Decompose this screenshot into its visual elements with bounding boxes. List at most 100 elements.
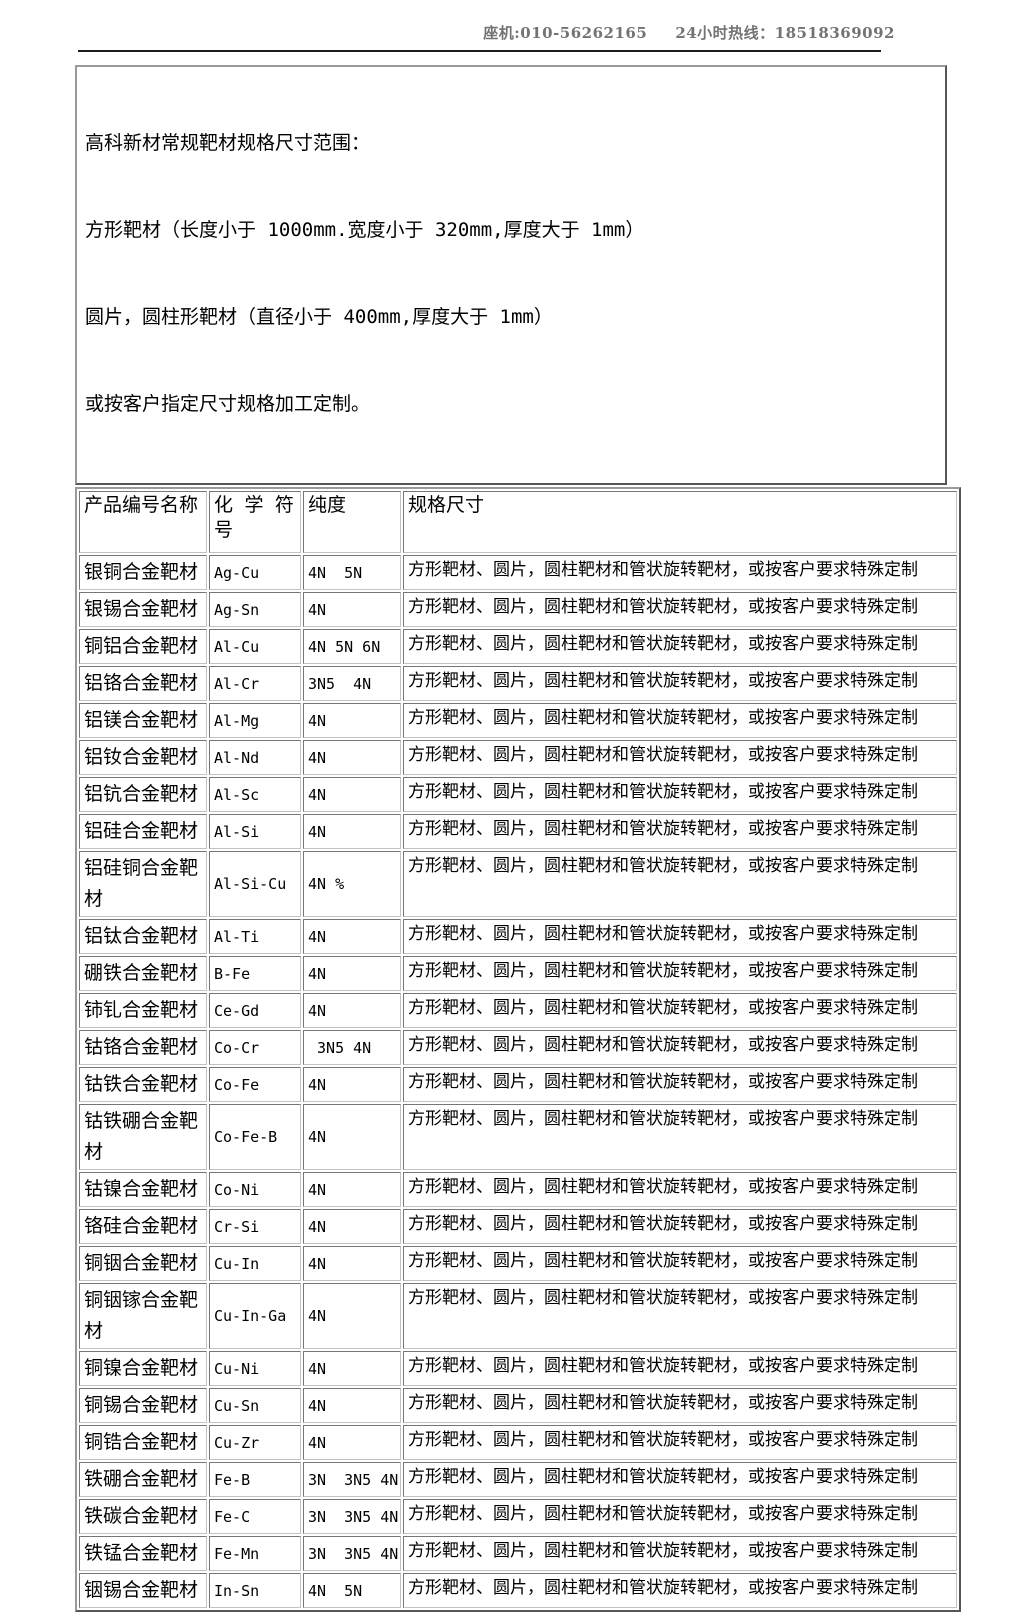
cell-spec: 方形靶材、圆片，圆柱靶材和管状旋转靶材，或按客户要求特殊定制: [403, 555, 957, 590]
cell-purity: 3N 3N5 4N: [303, 1499, 401, 1534]
table-row: 钴镍合金靶材 Co-Ni 4N 方形靶材、圆片，圆柱靶材和管状旋转靶材，或按客户要求特…: [79, 1172, 957, 1207]
cell-name: 铜铟镓合金靶材: [79, 1283, 207, 1349]
table-row: 铬硅合金靶材 Cr-Si 4N 方形靶材、圆片，圆柱靶材和管状旋转靶材，或按客户要求特…: [79, 1209, 957, 1244]
target-table-tbody: 银铜合金靶材 Ag-Cu 4N 5N 方形靶材、圆片，圆柱靶材和管状旋转靶材，或按客户…: [79, 555, 957, 1608]
cell-name: 铜铟合金靶材: [79, 1246, 207, 1281]
cell-purity: 4N: [303, 1104, 401, 1170]
table-row: 铝钛合金靶材 Al-Ti 4N 方形靶材、圆片，圆柱靶材和管状旋转靶材，或按客户要求特…: [79, 919, 957, 954]
table-row: 铜铟合金靶材 Cu-In 4N 方形靶材、圆片，圆柱靶材和管状旋转靶材，或按客户要求特…: [79, 1246, 957, 1281]
cell-name: 铜锆合金靶材: [79, 1425, 207, 1460]
cell-name: 钴铁硼合金靶材: [79, 1104, 207, 1170]
cell-name: 铜镍合金靶材: [79, 1351, 207, 1386]
cell-symbol: Cu-In: [209, 1246, 301, 1281]
cell-purity: 3N5 4N: [303, 1030, 401, 1065]
cell-name: 铁硼合金靶材: [79, 1462, 207, 1497]
cell-purity: 3N5 4N: [303, 666, 401, 701]
cell-spec: 方形靶材、圆片，圆柱靶材和管状旋转靶材，或按客户要求特殊定制: [403, 814, 957, 849]
cell-name: 铝铬合金靶材: [79, 666, 207, 701]
cell-name: 铝钕合金靶材: [79, 740, 207, 775]
cell-purity: 4N: [303, 1425, 401, 1460]
cell-spec: 方形靶材、圆片，圆柱靶材和管状旋转靶材，或按客户要求特殊定制: [403, 851, 957, 917]
cell-purity: 4N: [303, 1209, 401, 1244]
cell-spec: 方形靶材、圆片，圆柱靶材和管状旋转靶材，或按客户要求特殊定制: [403, 592, 957, 627]
cell-name: 铝镁合金靶材: [79, 703, 207, 738]
cell-name: 钴镍合金靶材: [79, 1172, 207, 1207]
table-row: 铜铝合金靶材 Al-Cu 4N 5N 6N 方形靶材、圆片，圆柱靶材和管状旋转靶材，或…: [79, 629, 957, 664]
table-row: 铟锡合金靶材 In-Sn 4N 5N 方形靶材、圆片，圆柱靶材和管状旋转靶材，或按客户…: [79, 1573, 957, 1608]
cell-purity: 4N 5N: [303, 555, 401, 590]
cell-symbol: Cu-In-Ga: [209, 1283, 301, 1349]
cell-spec: 方形靶材、圆片，圆柱靶材和管状旋转靶材，或按客户要求特殊定制: [403, 629, 957, 664]
cell-symbol: Cu-Sn: [209, 1388, 301, 1423]
cell-name: 银铜合金靶材: [79, 555, 207, 590]
cell-spec: 方形靶材、圆片，圆柱靶材和管状旋转靶材，或按客户要求特殊定制: [403, 1172, 957, 1207]
table-header-row: 产品编号名称 化 学 符号 纯度 规格尺寸: [79, 491, 957, 553]
cell-spec: 方形靶材、圆片，圆柱靶材和管状旋转靶材，或按客户要求特殊定制: [403, 1425, 957, 1460]
cell-spec: 方形靶材、圆片，圆柱靶材和管状旋转靶材，或按客户要求特殊定制: [403, 666, 957, 701]
table-row: 铈钆合金靶材 Ce-Gd 4N 方形靶材、圆片，圆柱靶材和管状旋转靶材，或按客户要求特…: [79, 993, 957, 1028]
cell-purity: 4N: [303, 777, 401, 812]
cell-purity: 4N: [303, 592, 401, 627]
cell-purity: 4N: [303, 703, 401, 738]
spec-range-round: 圆片，圆柱形靶材（直径小于 400mm,厚度大于 1mm）: [85, 306, 553, 328]
hotline-number: 24小时热线：18518369092: [675, 24, 895, 42]
cell-symbol: Co-Ni: [209, 1172, 301, 1207]
cell-purity: 4N: [303, 1172, 401, 1207]
target-materials-table: 产品编号名称 化 学 符号 纯度 规格尺寸 银铜合金靶材 Ag-Cu 4N 5N 方形…: [75, 487, 961, 1612]
cell-spec: 方形靶材、圆片，圆柱靶材和管状旋转靶材，或按客户要求特殊定制: [403, 740, 957, 775]
table-row: 铝钕合金靶材 Al-Nd 4N 方形靶材、圆片，圆柱靶材和管状旋转靶材，或按客户要求特…: [79, 740, 957, 775]
cell-purity: 4N %: [303, 851, 401, 917]
cell-name: 铝硅合金靶材: [79, 814, 207, 849]
cell-symbol: Al-Mg: [209, 703, 301, 738]
cell-purity: 4N 5N: [303, 1573, 401, 1608]
cell-symbol: Al-Si-Cu: [209, 851, 301, 917]
cell-symbol: Fe-B: [209, 1462, 301, 1497]
table-row: 铝硅合金靶材 Al-Si 4N 方形靶材、圆片，圆柱靶材和管状旋转靶材，或按客户要求特…: [79, 814, 957, 849]
cell-purity: 4N: [303, 919, 401, 954]
cell-purity: 3N 3N5 4N: [303, 1536, 401, 1571]
cell-spec: 方形靶材、圆片，圆柱靶材和管状旋转靶材，或按客户要求特殊定制: [403, 1030, 957, 1065]
table-row: 铜锆合金靶材 Cu-Zr 4N 方形靶材、圆片，圆柱靶材和管状旋转靶材，或按客户要求特…: [79, 1425, 957, 1460]
cell-name: 铝硅铜合金靶材: [79, 851, 207, 917]
table-row: 铜锡合金靶材 Cu-Sn 4N 方形靶材、圆片，圆柱靶材和管状旋转靶材，或按客户要求特…: [79, 1388, 957, 1423]
cell-symbol: B-Fe: [209, 956, 301, 991]
phone-number: 座机:010-56262165: [483, 24, 648, 42]
cell-symbol: Al-Sc: [209, 777, 301, 812]
table-row: 铝硅铜合金靶材 Al-Si-Cu 4N % 方形靶材、圆片，圆柱靶材和管状旋转靶材，或…: [79, 851, 957, 917]
cell-spec: 方形靶材、圆片，圆柱靶材和管状旋转靶材，或按客户要求特殊定制: [403, 703, 957, 738]
table-row: 铜镍合金靶材 Cu-Ni 4N 方形靶材、圆片，圆柱靶材和管状旋转靶材，或按客户要求特…: [79, 1351, 957, 1386]
table-row: 铝铬合金靶材 Al-Cr 3N5 4N 方形靶材、圆片，圆柱靶材和管状旋转靶材，或按客…: [79, 666, 957, 701]
cell-spec: 方形靶材、圆片，圆柱靶材和管状旋转靶材，或按客户要求特殊定制: [403, 1283, 957, 1349]
column-header-purity: 纯度: [303, 491, 401, 553]
cell-spec: 方形靶材、圆片，圆柱靶材和管状旋转靶材，或按客户要求特殊定制: [403, 919, 957, 954]
cell-symbol: Cu-Zr: [209, 1425, 301, 1460]
page: 座机:010-56262165 24小时热线：18518369092 高科新材常规…: [75, 0, 961, 1612]
cell-name: 铟锡合金靶材: [79, 1573, 207, 1608]
cell-purity: 4N: [303, 993, 401, 1028]
cell-purity: 4N: [303, 814, 401, 849]
cell-name: 硼铁合金靶材: [79, 956, 207, 991]
cell-name: 铈钆合金靶材: [79, 993, 207, 1028]
table-row: 铁硼合金靶材 Fe-B 3N 3N5 4N 方形靶材、圆片，圆柱靶材和管状旋转靶材，或…: [79, 1462, 957, 1497]
table-row: 铝钪合金靶材 Al-Sc 4N 方形靶材、圆片，圆柱靶材和管状旋转靶材，或按客户要求特…: [79, 777, 957, 812]
cell-name: 铝钪合金靶材: [79, 777, 207, 812]
cell-purity: 4N: [303, 1388, 401, 1423]
table-row: 硼铁合金靶材 B-Fe 4N 方形靶材、圆片，圆柱靶材和管状旋转靶材，或按客户要求特殊…: [79, 956, 957, 991]
cell-purity: 4N: [303, 1246, 401, 1281]
table-row: 铜铟镓合金靶材 Cu-In-Ga 4N 方形靶材、圆片，圆柱靶材和管状旋转靶材，或按客…: [79, 1283, 957, 1349]
cell-symbol: In-Sn: [209, 1573, 301, 1608]
table-row: 铁碳合金靶材 Fe-C 3N 3N5 4N 方形靶材、圆片，圆柱靶材和管状旋转靶材，或…: [79, 1499, 957, 1534]
cell-name: 铬硅合金靶材: [79, 1209, 207, 1244]
cell-purity: 4N: [303, 740, 401, 775]
cell-purity: 4N: [303, 1351, 401, 1386]
cell-symbol: Ce-Gd: [209, 993, 301, 1028]
cell-name: 银锡合金靶材: [79, 592, 207, 627]
cell-purity: 4N 5N 6N: [303, 629, 401, 664]
cell-purity: 4N: [303, 1067, 401, 1102]
table-row: 钴铬合金靶材 Co-Cr 3N5 4N 方形靶材、圆片，圆柱靶材和管状旋转靶材，或按…: [79, 1030, 957, 1065]
cell-name: 钴铬合金靶材: [79, 1030, 207, 1065]
cell-symbol: Cr-Si: [209, 1209, 301, 1244]
cell-name: 铝钛合金靶材: [79, 919, 207, 954]
top-divider: [78, 50, 881, 52]
cell-purity: 4N: [303, 956, 401, 991]
